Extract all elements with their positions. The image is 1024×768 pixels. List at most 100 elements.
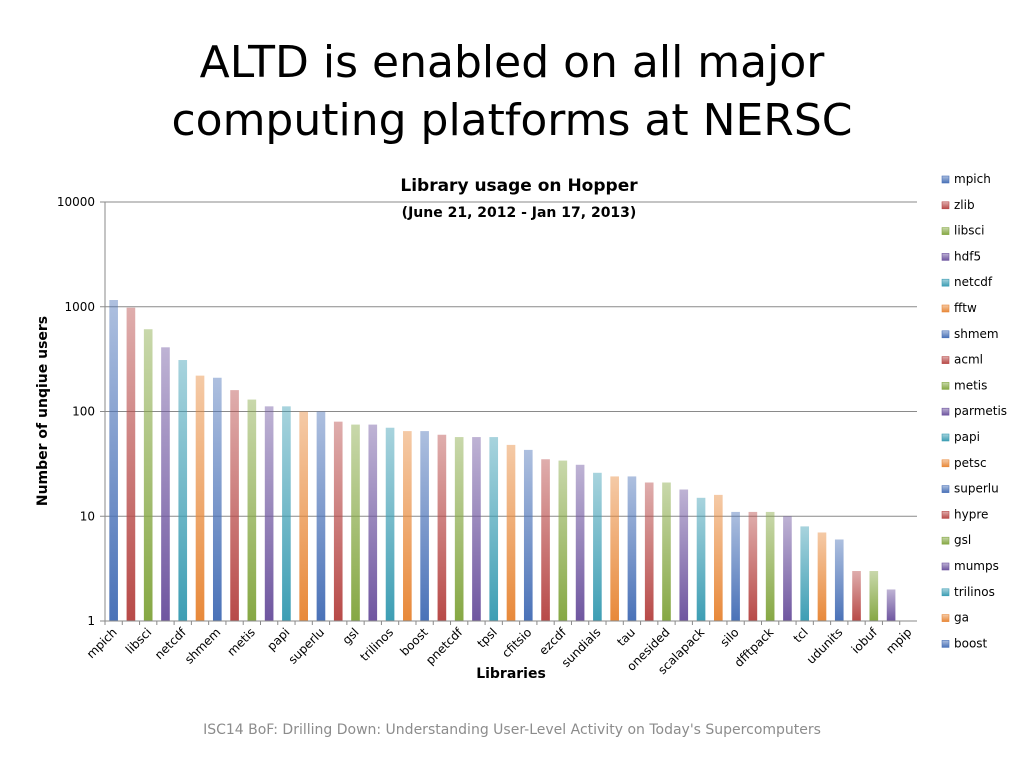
bar-dfftpack: [765, 511, 775, 621]
y-axis-label: Number of unqiue users: [35, 316, 51, 506]
bar-shmem: [212, 377, 222, 621]
bar-tau: [627, 476, 637, 621]
bar-trilinos: [385, 427, 395, 621]
x-tick-label: papi: [264, 625, 292, 653]
bar-nag: [541, 459, 550, 621]
bar-sundials: [593, 472, 602, 621]
legend-label-ga: ga: [954, 611, 969, 625]
x-tick-label: iobuf: [849, 625, 881, 657]
y-tick-label: 10000: [57, 195, 95, 209]
legend-swatch-gsl: [941, 536, 950, 545]
bar-mumps: [368, 424, 378, 621]
y-tick-label: 100: [72, 405, 95, 419]
bar-silo: [731, 511, 740, 621]
legend-label-hdf5: hdf5: [954, 249, 981, 263]
bar-fftw: [195, 375, 205, 621]
x-axis-label: Libraries: [476, 666, 546, 682]
legend-swatch-mpich: [941, 175, 950, 184]
bar-udunits: [834, 539, 844, 621]
legend-swatch-zlib: [941, 201, 950, 210]
legend-label-mpich: mpich: [954, 172, 991, 186]
bar-gsl: [351, 424, 360, 621]
legend-swatch-netcdf: [941, 278, 950, 287]
x-tick-label: udunits: [804, 625, 846, 667]
bar-hypre: [333, 421, 343, 621]
bar-pdt: [644, 482, 654, 621]
bar-gslab: [506, 444, 516, 621]
bar-fftw2: [886, 589, 896, 621]
y-tick-label: 1000: [64, 300, 95, 314]
chart-title: Library usage on Hopper: [400, 176, 638, 196]
legend-swatch-parmetis: [941, 407, 950, 416]
legend-label-libsci: libsci: [954, 224, 984, 238]
bar-blacs: [714, 494, 723, 621]
legend-label-metis: metis: [954, 378, 987, 392]
x-tick-label: tpsl: [474, 625, 499, 650]
legend-swatch-trilinos: [941, 588, 950, 597]
legend-swatch-hypre: [941, 511, 950, 519]
legend-swatch-fftw: [941, 304, 950, 313]
legend-swatch-papi: [941, 433, 950, 442]
legend-label-boost: boost: [954, 636, 988, 650]
legend-swatch-acml: [941, 356, 950, 364]
x-tick-label: tcl: [791, 625, 811, 645]
bar-sprng: [472, 437, 481, 621]
legend-label-petsc: petsc: [954, 456, 987, 470]
slide-footer: ISC14 BoF: Drilling Down: Understanding …: [203, 722, 821, 738]
y-tick-labels: 1 10 100 1000 10000: [57, 195, 95, 628]
legend-label-trilinos: trilinos: [954, 585, 995, 599]
bar-scalapack: [696, 497, 706, 621]
legend-swatch-ga: [941, 614, 950, 622]
x-tick-label: metis: [224, 625, 257, 658]
bar-pnetcdf: [454, 437, 464, 621]
legend-swatch-shmem: [941, 330, 950, 339]
bar-petsc: [299, 411, 308, 621]
bar-libsci: [143, 329, 153, 621]
bar-onesided: [662, 482, 671, 621]
y-tick-label: 10: [80, 509, 95, 523]
legend-swatch-mumps: [941, 562, 950, 571]
bar-metis: [247, 399, 257, 621]
bar-tcl: [800, 526, 810, 621]
legend-label-papi: papi: [954, 430, 980, 444]
bar-superlu: [316, 411, 326, 621]
legend-swatch-libsci: [941, 227, 950, 235]
x-tick-label: trilinos: [357, 625, 396, 664]
bar-cgns: [679, 489, 689, 621]
x-tick-label: ezcdf: [536, 625, 569, 658]
bar-papi: [282, 406, 291, 621]
legend-swatch-petsc: [941, 459, 950, 468]
bar-zlib: [126, 307, 136, 621]
legend-label-superlu: superlu: [954, 482, 999, 496]
x-tick-label: pnetcdf: [423, 625, 466, 668]
legend-label-netcdf: netcdf: [954, 275, 993, 289]
bar-ga: [403, 431, 412, 621]
x-tick-label: shmem: [182, 625, 223, 666]
slide-title: ALTD is enabled on all major computing p…: [40, 34, 984, 150]
bar-acml: [230, 390, 239, 621]
bar-lapack: [575, 464, 585, 621]
bar-parmetis: [264, 406, 274, 621]
x-tick-label: superlu: [286, 625, 328, 667]
legend-swatch-hdf5: [941, 253, 950, 261]
axes: [104, 202, 917, 625]
x-tick-label: mpip: [883, 625, 914, 656]
bar-iobuf: [869, 571, 879, 621]
bar-mkl: [748, 511, 758, 621]
x-tick-label: libsci: [123, 625, 154, 656]
bar-tk: [817, 532, 827, 621]
slide-title-line-1: ALTD is enabled on all major: [199, 37, 825, 88]
x-tick-label: mpich: [84, 625, 120, 661]
legend-label-acml: acml: [954, 353, 983, 367]
legend-swatch-metis: [941, 382, 950, 390]
legend-label-parmetis: parmetis: [954, 404, 1007, 418]
legend-swatch-superlu: [941, 485, 950, 493]
legend-label-gsl: gsl: [954, 533, 971, 547]
bar-sprng2: [783, 516, 792, 621]
legend: mpich zlib libsci hdf5 netcdf fftw shmem acml me…: [941, 172, 1007, 650]
y-tick-label: 1: [87, 614, 95, 628]
x-tick-label: cfitsio: [499, 625, 534, 660]
legend-swatch-boost: [941, 640, 950, 648]
bar-hdf5: [161, 347, 170, 621]
